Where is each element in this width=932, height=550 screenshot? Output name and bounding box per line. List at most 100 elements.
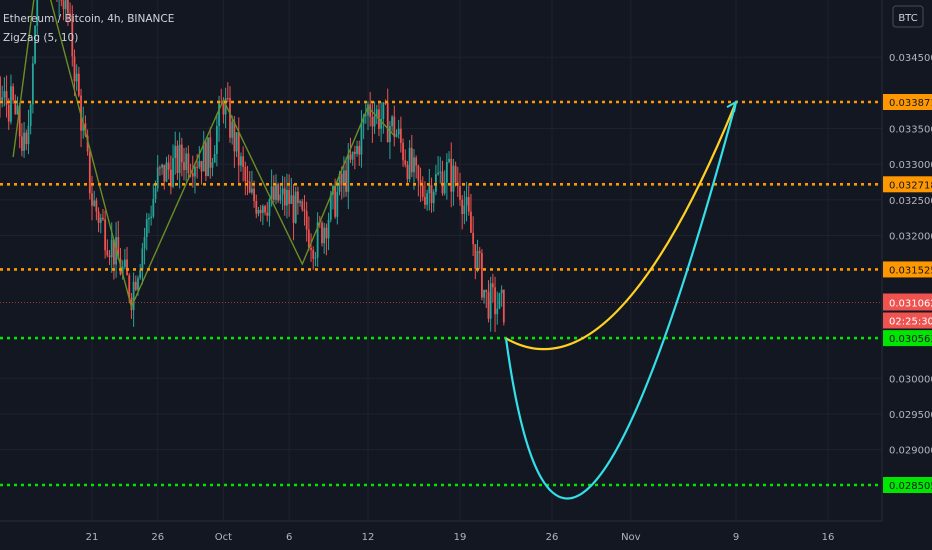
candle-body <box>163 164 166 182</box>
candle-body <box>404 160 407 165</box>
candle-body <box>310 247 312 250</box>
candle-body <box>443 182 446 194</box>
candle-body <box>445 162 448 183</box>
candle-body <box>408 147 411 180</box>
horizontal-levels[interactable] <box>0 100 882 487</box>
time-axis[interactable]: 42126Oct6121926Nov916 <box>0 532 835 543</box>
y-tick-label: 0.029000 <box>889 446 932 457</box>
candle-body <box>450 158 453 192</box>
candle-body <box>375 109 378 117</box>
candle-body <box>194 166 196 177</box>
level-tag-label: 0.030563 <box>889 334 932 345</box>
candle-body <box>198 161 201 168</box>
projection-yellow-path[interactable] <box>505 101 738 351</box>
candle-body <box>463 205 466 215</box>
candle-body <box>205 142 207 176</box>
x-tick-label: Oct <box>215 532 232 543</box>
candle-body <box>233 121 236 152</box>
projection-paths[interactable] <box>504 100 738 500</box>
price-axis[interactable]: 0.034500 0.033500 0.033000 0.032500 0.032000… <box>889 53 932 457</box>
candle-body <box>494 287 496 315</box>
candle-body <box>277 183 280 201</box>
candle-body <box>137 278 139 290</box>
candle-body <box>231 121 234 138</box>
candle-body <box>141 248 144 270</box>
candle-body <box>229 98 231 138</box>
candle-body <box>104 219 107 251</box>
y-tick-label: 0.029500 <box>889 410 932 421</box>
candle-body <box>502 289 505 323</box>
candle-body <box>169 169 172 187</box>
level-tag-label: 0.031525 <box>889 265 932 276</box>
candle-body <box>430 185 433 204</box>
level-tag <box>883 94 932 110</box>
candle-body <box>23 132 25 151</box>
candle-body <box>334 186 337 217</box>
candle-body <box>351 151 354 160</box>
candle-body <box>3 91 6 98</box>
candle-body <box>172 158 174 187</box>
candle-body <box>489 283 492 319</box>
candle-body <box>483 289 485 298</box>
candle-body <box>215 125 218 154</box>
candle-body <box>478 251 481 254</box>
candle-body <box>88 151 91 194</box>
candle-body <box>253 188 255 202</box>
candle-body <box>196 166 199 168</box>
candle-body <box>156 167 159 189</box>
candle-body <box>292 195 295 223</box>
candle-body <box>128 275 131 298</box>
candle-body <box>220 101 223 103</box>
candle-body <box>485 289 488 293</box>
countdown-tag <box>883 312 932 329</box>
y-tick-label: 0.032500 <box>889 196 932 207</box>
candle-body <box>1 97 4 101</box>
candle-body <box>259 209 262 213</box>
candle-body <box>108 255 111 258</box>
candle-body <box>432 191 435 204</box>
currency-badge[interactable]: BTC <box>892 5 924 28</box>
candle-body <box>29 104 32 126</box>
candle-body <box>34 25 36 64</box>
y-tick-label: 0.030000 <box>889 374 932 385</box>
candle-body <box>154 188 157 200</box>
candle-body <box>5 91 8 105</box>
candle-body <box>470 211 472 233</box>
candle-body <box>305 211 308 230</box>
candle-body <box>426 193 429 205</box>
candle-body <box>476 251 479 269</box>
level-tag <box>883 261 932 278</box>
candle-body <box>226 98 229 100</box>
candle-body <box>126 259 128 276</box>
candle-body <box>99 217 102 223</box>
candle-body <box>97 211 100 223</box>
projection-cyan-path[interactable] <box>504 101 738 500</box>
candle-body <box>150 216 153 218</box>
candle-body <box>399 128 402 143</box>
candle-body <box>393 116 396 137</box>
x-tick-label: 12 <box>362 532 375 543</box>
candle-body <box>244 166 247 181</box>
candlesticks <box>0 0 505 332</box>
candle-body <box>248 181 251 193</box>
candle-body <box>397 128 400 135</box>
candle-body <box>130 297 133 311</box>
y-tick-label: 0.034500 <box>889 53 932 64</box>
candle-body <box>134 281 137 290</box>
candle-body <box>237 132 240 166</box>
candle-body <box>132 281 135 311</box>
candle-body <box>303 209 306 212</box>
candle-body <box>246 180 249 182</box>
candle-body <box>91 193 93 206</box>
level-tag <box>883 330 932 347</box>
candle-body <box>270 186 273 200</box>
candle-body <box>307 229 310 248</box>
candle-body <box>261 206 264 213</box>
price-tags: 0.033871 0.032718 0.031525 0.030563 0.028505… <box>883 94 932 493</box>
candle-body <box>75 73 78 82</box>
level-tag <box>883 176 932 193</box>
candle-body <box>27 125 30 145</box>
candle-body <box>16 105 19 115</box>
